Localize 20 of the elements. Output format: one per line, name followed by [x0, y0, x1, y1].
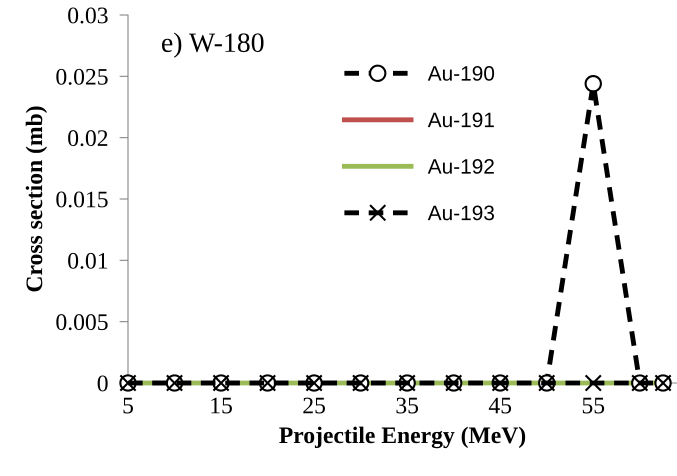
x-tick-label: 25	[303, 398, 325, 414]
y-axis-title: Cross section (mb)	[26, 106, 48, 292]
x-tick-label: 55	[582, 398, 604, 414]
annotation: e) W-180	[162, 32, 264, 58]
y-tick-label: 0.01	[68, 252, 108, 269]
x-tick-label: 5	[123, 398, 133, 414]
y-tick-label: 0.02	[68, 130, 108, 146]
legend-label: Au-190	[428, 66, 494, 81]
x-axis-title: Projectile Energy (MeV)	[279, 426, 526, 448]
legend-label: Au-192	[428, 159, 494, 174]
y-tick-label: 0.005	[56, 314, 108, 330]
y-tick-label: 0.025	[56, 68, 108, 85]
y-tick-label: 0.015	[56, 191, 108, 208]
y-tick-label: 0	[98, 375, 108, 392]
x-tick-label: 15	[211, 398, 232, 414]
legend-label: Au-191	[428, 112, 494, 128]
x-tick-label: 45	[488, 398, 512, 414]
legend-label: Au-193	[428, 206, 494, 220]
y-tick-label: 0.03	[68, 7, 108, 24]
x-tick-label: 35	[396, 398, 418, 414]
